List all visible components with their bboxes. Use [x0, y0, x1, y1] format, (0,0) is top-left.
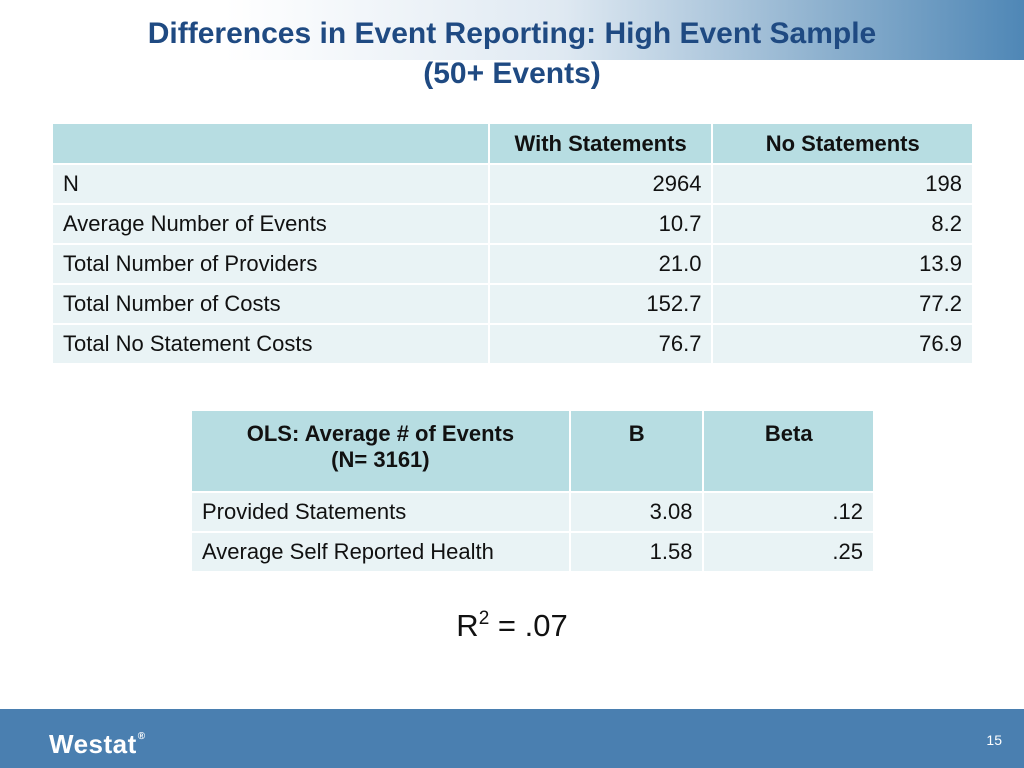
r-squared-label: R	[456, 608, 479, 643]
row-label: Total Number of Providers	[51, 243, 490, 285]
row-label: Average Number of Events	[51, 203, 490, 245]
slide-title-line1: Differences in Event Reporting: High Eve…	[147, 17, 877, 50]
table-row: Provided Statements 3.08 .12	[190, 491, 875, 533]
table-row: N 2964 198	[51, 163, 974, 205]
table-header-b: B	[568, 409, 705, 493]
with-statements-value: 10.7	[487, 203, 714, 245]
ols-header-line1: OLS: Average # of Events	[246, 421, 515, 446]
with-statements-value: 76.7	[487, 323, 714, 365]
with-statements-value: 2964	[487, 163, 714, 205]
slide-title-line2: (50+ Events)	[423, 57, 601, 90]
table-header-row: OLS: Average # of Events (N= 3161) B Bet…	[190, 409, 875, 493]
no-statements-value: 13.9	[711, 243, 974, 285]
with-statements-value: 152.7	[487, 283, 714, 325]
table-row: Average Number of Events 10.7 8.2	[51, 203, 974, 245]
b-value: 1.58	[568, 531, 705, 573]
table-header-blank	[51, 122, 490, 165]
no-statements-value: 8.2	[711, 203, 974, 245]
no-statements-value: 198	[711, 163, 974, 205]
ols-header-line2: (N= 3161)	[331, 447, 430, 472]
beta-value: .25	[702, 531, 875, 573]
table-header-row: With Statements No Statements	[51, 122, 974, 165]
no-statements-value: 77.2	[711, 283, 974, 325]
westat-logo: Westat®	[49, 729, 146, 760]
table-row: Total Number of Costs 152.7 77.2	[51, 283, 974, 325]
slide-title: Differences in Event Reporting: High Eve…	[0, 14, 1024, 94]
r-squared-text: R2 = .07	[0, 608, 1024, 644]
r-squared-value: = .07	[489, 608, 568, 643]
row-label: Average Self Reported Health	[190, 531, 571, 573]
table-header-beta: Beta	[702, 409, 875, 493]
footer-bar: Westat® 15	[0, 709, 1024, 768]
row-label: Provided Statements	[190, 491, 571, 533]
row-label: Total Number of Costs	[51, 283, 490, 325]
table-row: Average Self Reported Health 1.58 .25	[190, 531, 875, 573]
table-row: Total Number of Providers 21.0 13.9	[51, 243, 974, 285]
table-row: Total No Statement Costs 76.7 76.9	[51, 323, 974, 365]
row-label: Total No Statement Costs	[51, 323, 490, 365]
logo-text: Westat	[49, 729, 137, 759]
registered-mark-icon: ®	[137, 731, 146, 742]
row-label: N	[51, 163, 490, 205]
table-header-ols: OLS: Average # of Events (N= 3161)	[190, 409, 571, 493]
table-header-with-statements: With Statements	[487, 122, 714, 165]
statements-comparison-table: With Statements No Statements N 2964 198…	[51, 122, 974, 365]
page-number: 15	[986, 732, 1002, 748]
title-band	[0, 0, 1024, 60]
r-squared-superscript: 2	[478, 608, 490, 629]
with-statements-value: 21.0	[487, 243, 714, 285]
table-header-no-statements: No Statements	[711, 122, 974, 165]
ols-regression-table: OLS: Average # of Events (N= 3161) B Bet…	[190, 409, 875, 573]
beta-value: .12	[702, 491, 875, 533]
no-statements-value: 76.9	[711, 323, 974, 365]
b-value: 3.08	[568, 491, 705, 533]
